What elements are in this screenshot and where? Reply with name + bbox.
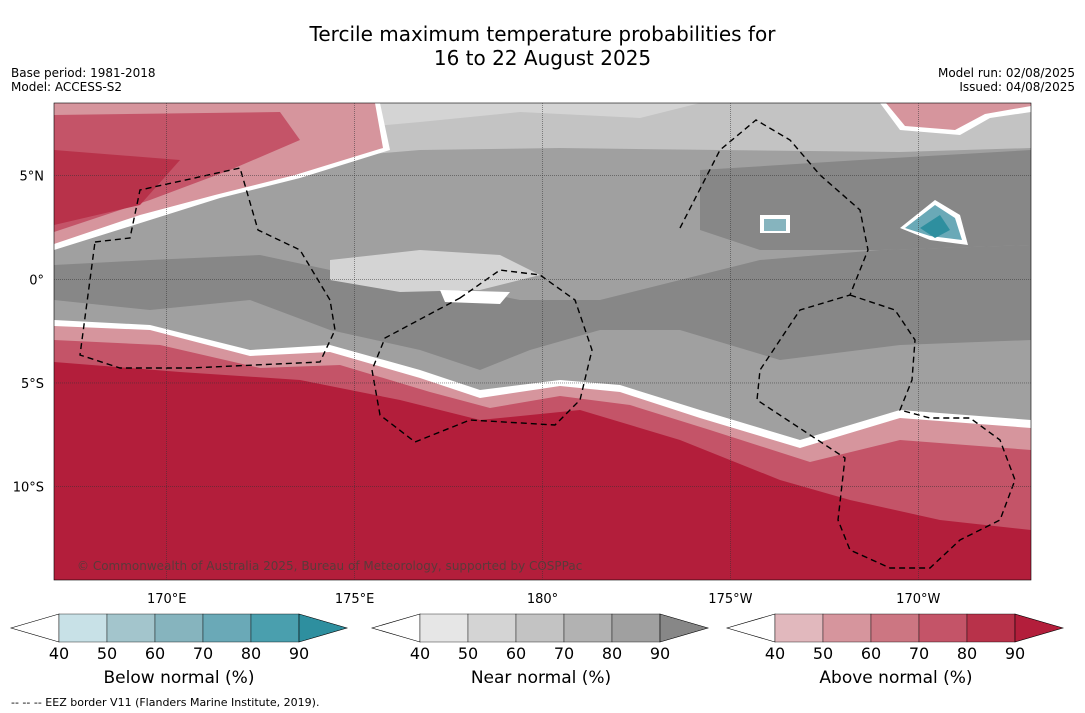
colorbar-above: 40 50 60 70 80 90 bbox=[725, 613, 1065, 663]
lat-tick-label: 5°S bbox=[21, 377, 44, 392]
colorbar-tick-label: 60 bbox=[145, 644, 165, 663]
base-period: Base period: 1981-2018 bbox=[11, 66, 156, 80]
colorbar-tick-label: 60 bbox=[861, 644, 881, 663]
colorbar-tick-label: 90 bbox=[1005, 644, 1025, 663]
colorbar-segment bbox=[563, 613, 613, 643]
colorbar-tick-label: 90 bbox=[650, 644, 670, 663]
above-80-nw bbox=[54, 150, 180, 225]
colorbar-tick-label: 60 bbox=[506, 644, 526, 663]
colorbar-below: 40 50 60 70 80 90 bbox=[9, 613, 349, 663]
colorbar-max-arrow bbox=[659, 613, 710, 643]
above-50-ne bbox=[886, 103, 1031, 130]
colorbar-segment bbox=[106, 613, 156, 643]
near-40-equator bbox=[330, 250, 540, 292]
colorbar-max-arrow bbox=[298, 613, 349, 643]
colorbar-segment bbox=[774, 613, 824, 643]
model-name: Model: ACCESS-S2 bbox=[11, 80, 123, 94]
issued-date: Issued: 04/08/2025 bbox=[959, 80, 1075, 94]
title-line-2: 16 to 22 August 2025 bbox=[433, 46, 652, 70]
below-60-spot-west bbox=[764, 219, 786, 231]
colorbars: 40 50 60 70 80 90 40 50 60 70 80 90 40 50 60 70 80 90 bbox=[9, 613, 1065, 663]
colorbar-tick-label: 70 bbox=[193, 644, 213, 663]
chart-title: Tercile maximum temperature probabilitie… bbox=[0, 22, 1085, 70]
colorbar-segment bbox=[154, 613, 204, 643]
colorbar-label-near: Near normal (%) bbox=[470, 668, 612, 688]
colorbar-label-below: Below normal (%) bbox=[103, 668, 255, 688]
lat-tick-label: 5°N bbox=[20, 170, 45, 185]
model-run: Model run: 02/08/2025 bbox=[937, 66, 1075, 80]
title-line-1: Tercile maximum temperature probabilitie… bbox=[309, 22, 776, 46]
lat-tick-labels: 5°N 0° 5°S 10°S bbox=[13, 170, 44, 496]
colorbar-segment bbox=[966, 613, 1016, 643]
copyright-text: © Commonwealth of Australia 2025, Bureau… bbox=[77, 559, 582, 573]
colorbar-label-above: Above normal (%) bbox=[819, 668, 973, 688]
colorbar-tick-label: 50 bbox=[458, 644, 478, 663]
lon-tick-label: 175°E bbox=[335, 592, 375, 607]
colorbar-min-arrow bbox=[725, 613, 776, 643]
colorbar-min-arrow bbox=[9, 613, 60, 643]
colorbar-tick-label: 80 bbox=[602, 644, 622, 663]
below-90-spot-east bbox=[920, 215, 950, 238]
lon-tick-label: 170°E bbox=[147, 592, 187, 607]
colorbar-tick-label: 70 bbox=[909, 644, 929, 663]
colorbar-segment bbox=[58, 613, 108, 643]
meta-left: Base period: 1981-2018 Model: ACCESS-S2 bbox=[11, 66, 156, 94]
eez-border-3 bbox=[679, 119, 1016, 569]
eez-borders bbox=[79, 119, 1016, 569]
eez-border-1 bbox=[79, 167, 336, 369]
graticule bbox=[54, 103, 1031, 580]
colorbar-segment bbox=[250, 613, 300, 643]
eez-border-2 bbox=[371, 269, 593, 443]
colorbar-tick-label: 40 bbox=[49, 644, 69, 663]
colorbar-tick-label: 80 bbox=[241, 644, 261, 663]
colorbar-tick-label: 90 bbox=[289, 644, 309, 663]
footnote: -- -- -- EEZ border V11 (Flanders Marine… bbox=[11, 696, 320, 709]
colorbar-segment bbox=[419, 613, 469, 643]
colorbar-segment bbox=[467, 613, 517, 643]
lon-tick-label: 175°W bbox=[708, 592, 752, 607]
lon-tick-label: 180° bbox=[527, 592, 558, 607]
colorbar-tick-label: 40 bbox=[765, 644, 785, 663]
colorbar-tick-label: 40 bbox=[410, 644, 430, 663]
colorbar-segment bbox=[870, 613, 920, 643]
colorbar-segment bbox=[918, 613, 968, 643]
near-white-spot bbox=[440, 290, 510, 304]
colorbar-segment bbox=[611, 613, 661, 643]
colorbar-tick-label: 70 bbox=[554, 644, 574, 663]
colorbar-tick-label: 50 bbox=[813, 644, 833, 663]
colorbar-segment bbox=[202, 613, 252, 643]
colorbar-max-arrow bbox=[1014, 613, 1065, 643]
colorbar-min-arrow bbox=[370, 613, 421, 643]
lat-tick-label: 10°S bbox=[13, 481, 44, 496]
meta-right: Model run: 02/08/2025 Issued: 04/08/2025 bbox=[938, 66, 1075, 94]
lon-tick-label: 170°W bbox=[896, 592, 940, 607]
colorbar-segment bbox=[822, 613, 872, 643]
lon-tick-labels: 170°E175°E180°175°W170°W165°W160°W155°W1… bbox=[147, 592, 1085, 607]
colorbar-tick-label: 50 bbox=[97, 644, 117, 663]
lat-tick-label: 0° bbox=[29, 273, 44, 288]
colorbar-tick-label: 80 bbox=[957, 644, 977, 663]
colorbar-near: 40 50 60 70 80 90 bbox=[370, 613, 710, 663]
colorbar-segment bbox=[515, 613, 565, 643]
